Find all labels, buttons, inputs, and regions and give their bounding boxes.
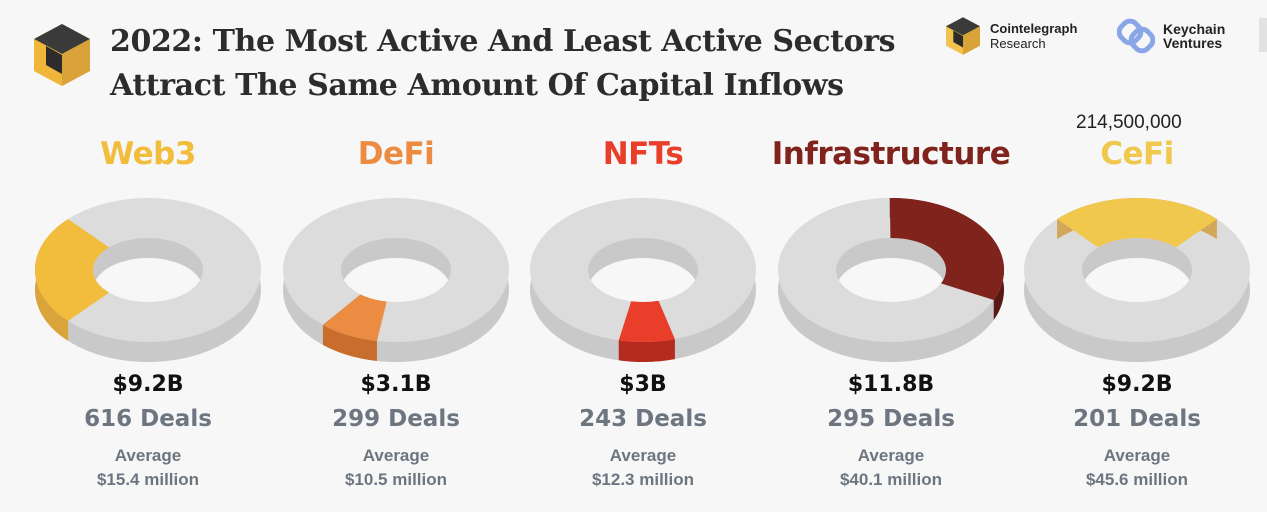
brand-cointelegraph: Cointelegraph Research	[944, 16, 1077, 56]
ring-top-defi	[283, 198, 510, 342]
sector-avg-nfts: $12.3 million	[591, 470, 695, 489]
sector-deals-cefi: 201 Deals	[1073, 406, 1201, 432]
sector-name-web3: Web3	[100, 136, 196, 172]
sector-avg-label-defi: Average	[362, 446, 430, 465]
corner-scroll-mark	[1259, 18, 1267, 52]
slice-side-nfts	[618, 339, 675, 362]
sector-value-nfts: $3B	[619, 372, 667, 397]
sector-avg-label-infrastructure: Average	[857, 446, 925, 465]
slice-defi	[322, 294, 387, 341]
slice-web3	[35, 219, 110, 321]
slice-nfts	[618, 300, 675, 342]
donut-nfts	[530, 198, 756, 363]
sector-avg-cefi: $45.6 million	[1085, 470, 1189, 489]
donut-cefi	[1024, 198, 1250, 363]
slice-side-defi	[322, 324, 377, 361]
page-title: 2022: The Most Active And Least Active S…	[110, 20, 896, 108]
sector-infrastructure: Infrastructure $11.8B 295 Deals Average $40.…	[766, 136, 1016, 496]
sector-avg-defi: $10.5 million	[344, 470, 448, 489]
sector-avg-label-nfts: Average	[609, 446, 677, 465]
ring-top-web3	[35, 198, 262, 342]
sector-deals-web3: 616 Deals	[84, 406, 212, 432]
donut-infrastructure	[778, 198, 1004, 363]
sector-name-infrastructure: Infrastructure	[771, 136, 1011, 172]
sector-deals-nfts: 243 Deals	[579, 406, 707, 432]
donut-web3	[35, 198, 262, 363]
sector-deals-infrastructure: 295 Deals	[827, 406, 955, 432]
cointelegraph-brand-icon	[946, 17, 980, 55]
sector-avg-infrastructure: $40.1 million	[839, 470, 943, 489]
title-line-2: Attract The Same Amount Of Capital Inflo…	[110, 68, 844, 103]
sector-value-web3: $9.2B	[112, 372, 184, 397]
title-line-1: 2022: The Most Active And Least Active S…	[110, 24, 896, 59]
sector-avg-label-web3: Average	[114, 446, 182, 465]
sector-avg-web3: $15.4 million	[96, 470, 200, 489]
slice-cefi	[1057, 198, 1217, 248]
keychain-link-icon	[1117, 18, 1155, 54]
sector-deals-defi: 299 Deals	[332, 406, 460, 432]
brand-keychain: Keychain Ventures	[1117, 16, 1225, 56]
brand1-sub: Research	[990, 36, 1046, 51]
stray-number-label: 214,500,000	[1076, 112, 1182, 133]
sector-defi: DeFi $3.1B 299 Deals Average $10.5 million	[271, 136, 521, 496]
brand2-name: Keychain	[1163, 21, 1226, 37]
slice-infrastructure	[889, 198, 1004, 300]
ring-top-nfts	[530, 198, 756, 342]
brand2-sub: Ventures	[1163, 35, 1223, 51]
donut-defi	[283, 198, 510, 363]
brand1-name: Cointelegraph	[990, 21, 1078, 36]
sector-cefi: CeFi $9.2B 201 Deals Average $45.6 million	[1012, 136, 1262, 496]
sector-name-nfts: NFTs	[602, 136, 684, 172]
sector-nfts: NFTs $3B 243 Deals Average $12.3 million	[518, 136, 768, 496]
sector-value-cefi: $9.2B	[1101, 372, 1173, 397]
sector-value-infrastructure: $11.8B	[847, 372, 935, 397]
sector-name-defi: DeFi	[357, 136, 435, 172]
sector-name-cefi: CeFi	[1100, 136, 1174, 172]
sector-web3: Web3 $9.2B 616 Deals Average $15.4 million	[23, 136, 273, 496]
cointelegraph-logo-icon	[34, 24, 90, 86]
sector-avg-label-cefi: Average	[1103, 446, 1171, 465]
sector-value-defi: $3.1B	[360, 372, 432, 397]
